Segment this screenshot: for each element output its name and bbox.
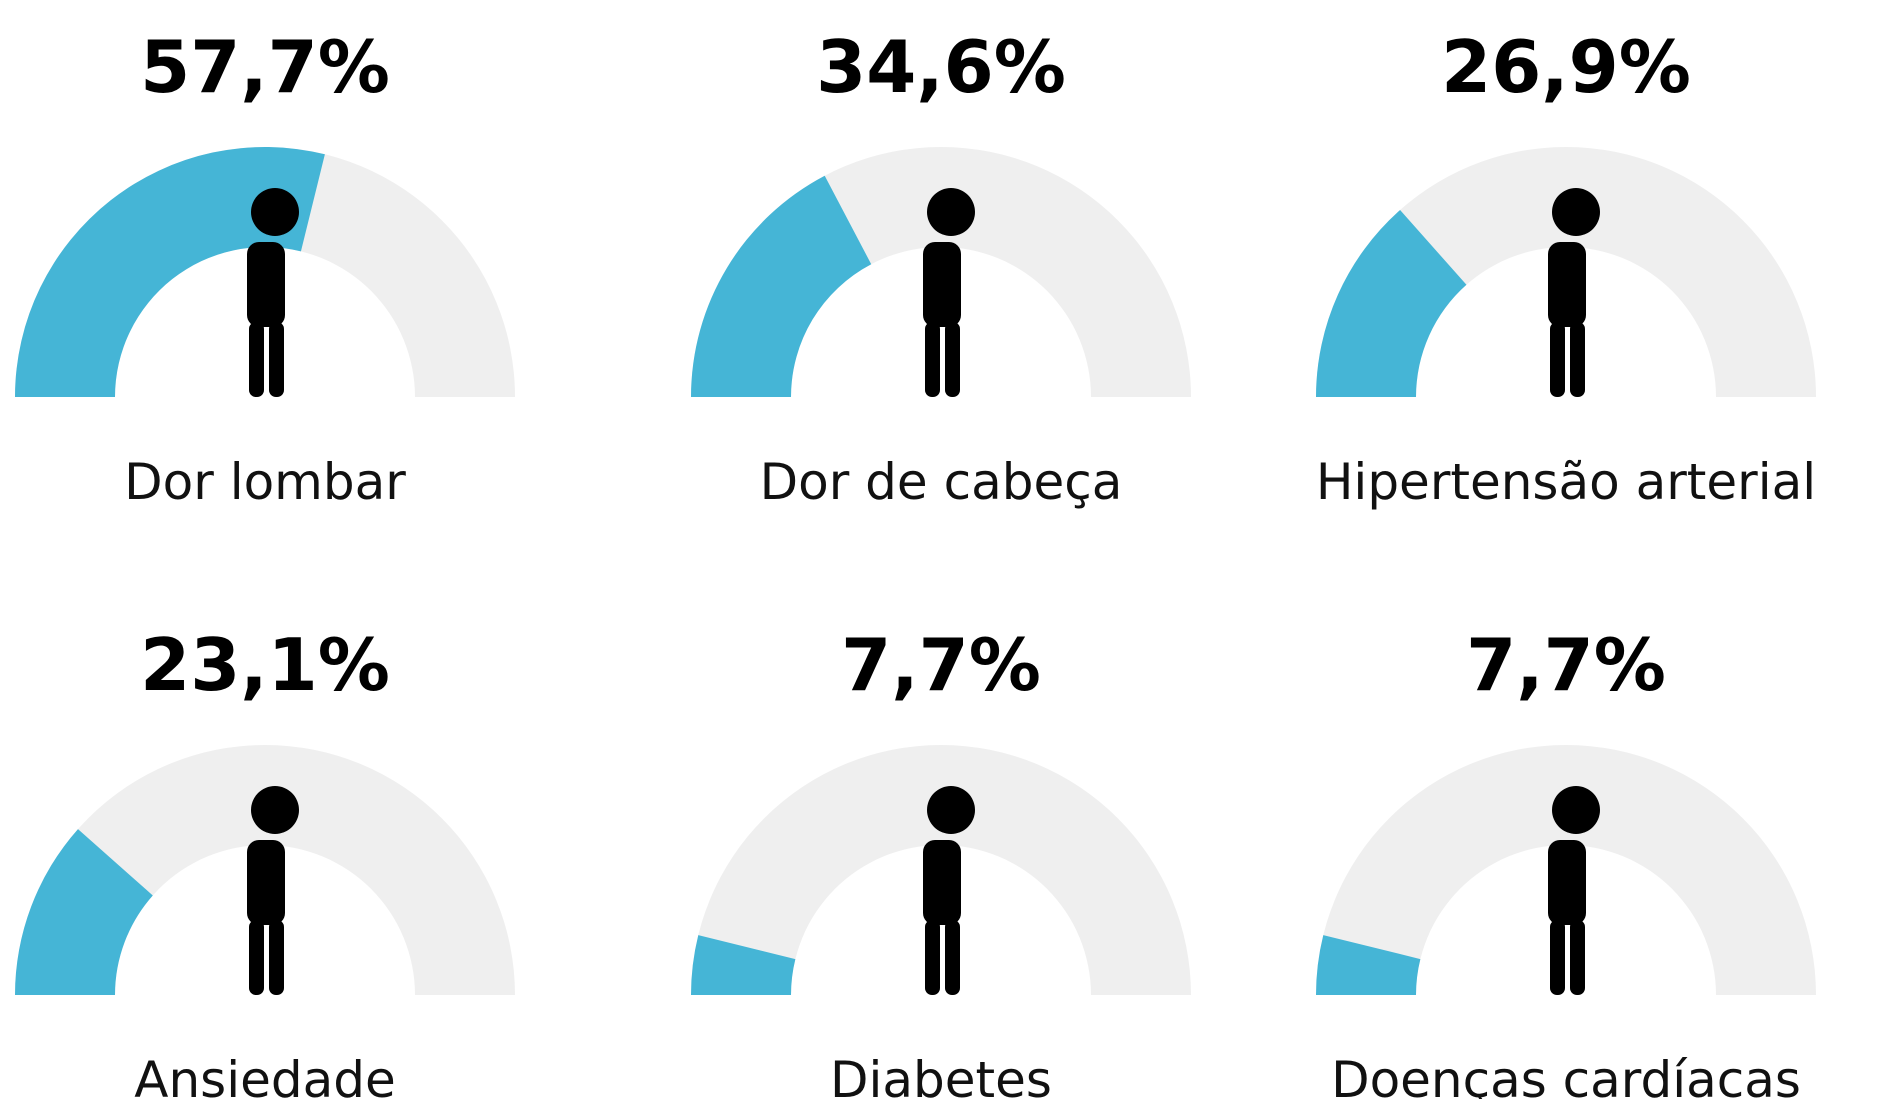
category-label: Dor lombar (124, 453, 406, 511)
icon-leg (269, 322, 284, 397)
icon-leg (249, 920, 264, 995)
value-label: 57,7% (140, 25, 390, 109)
gauge-fill (15, 146, 325, 397)
icon-head (927, 188, 975, 236)
icon-leg (945, 322, 960, 397)
icon-head (251, 786, 299, 834)
icon-leg (925, 920, 940, 995)
value-label: 26,9% (1441, 25, 1691, 109)
value-label: 7,7% (1466, 623, 1666, 707)
icon (1548, 188, 1600, 397)
gauge-track (1316, 147, 1816, 397)
gauge-fill (1316, 935, 1421, 995)
icon-leg (1550, 322, 1565, 397)
value-label: 7,7% (841, 623, 1041, 707)
gauge-fill (1316, 209, 1467, 397)
icon-leg (945, 920, 960, 995)
icon-leg (1570, 920, 1585, 995)
icon-head (251, 188, 299, 236)
icon-body (1548, 242, 1586, 327)
icon (247, 188, 299, 397)
icon (923, 188, 975, 397)
icon-leg (1550, 920, 1565, 995)
icon-body (923, 242, 961, 327)
category-label: Dor de cabeça (760, 453, 1123, 511)
icon-body (1548, 840, 1586, 925)
icon-leg (269, 920, 284, 995)
gauge-fill (691, 175, 872, 397)
icon-head (1552, 188, 1600, 236)
icon (923, 786, 975, 995)
icon-leg (249, 322, 264, 397)
category-label: Ansiedade (134, 1051, 395, 1099)
value-label: 34,6% (816, 25, 1066, 109)
icon-body (923, 840, 961, 925)
icon-body (247, 840, 285, 925)
value-label: 23,1% (140, 623, 390, 707)
category-label: Doenças cardíacas (1331, 1051, 1801, 1099)
gauge-track (1316, 745, 1816, 995)
gauge-track (15, 745, 515, 995)
category-label: Diabetes (830, 1051, 1052, 1099)
icon-head (1552, 786, 1600, 834)
gauge-track (691, 745, 1191, 995)
icon-body (247, 242, 285, 327)
icon (1548, 786, 1600, 995)
icon-head (927, 786, 975, 834)
icon-leg (925, 322, 940, 397)
category-label: Hipertensão arterial (1316, 453, 1816, 511)
gauge-fill (691, 935, 796, 995)
icon (247, 786, 299, 995)
icon-leg (1570, 322, 1585, 397)
gauge-fill (15, 829, 153, 995)
